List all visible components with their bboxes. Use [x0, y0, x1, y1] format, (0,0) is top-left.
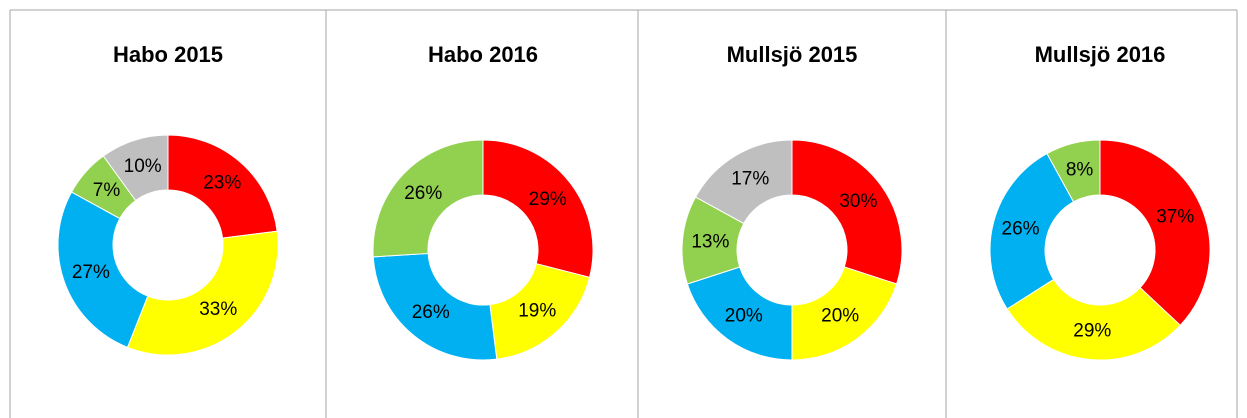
- data-label: 19%: [518, 301, 556, 322]
- data-label: 8%: [1066, 160, 1094, 181]
- data-label: 20%: [821, 305, 859, 326]
- data-label: 29%: [529, 189, 567, 210]
- data-label: 37%: [1156, 206, 1194, 227]
- donut-slice: [989, 152, 1075, 310]
- data-label: 7%: [93, 180, 121, 201]
- donut-slice: [167, 134, 278, 239]
- chart-title: Mullsjö 2015: [727, 42, 858, 67]
- donut-slice: [1006, 278, 1181, 361]
- donut-slice: [372, 139, 484, 258]
- data-label: 33%: [199, 299, 237, 320]
- data-label: 30%: [839, 191, 877, 212]
- chart-title: Habo 2016: [428, 42, 538, 67]
- donut-slice: [489, 263, 591, 360]
- data-label: 26%: [412, 302, 450, 323]
- data-label: 26%: [1002, 219, 1040, 240]
- donut-slice: [1046, 139, 1101, 203]
- donut-slice: [1099, 139, 1211, 327]
- donut-slice: [57, 191, 149, 348]
- chart-title: Mullsjö 2016: [1035, 42, 1166, 67]
- data-label: 10%: [124, 156, 162, 177]
- data-label: 26%: [404, 183, 442, 204]
- data-label: 17%: [731, 168, 769, 189]
- donut-slice: [482, 139, 594, 278]
- donut-slice: [126, 230, 279, 356]
- donut-slice: [694, 139, 793, 225]
- donut-slice: [791, 139, 903, 285]
- data-label: 29%: [1073, 321, 1111, 342]
- data-label: 27%: [72, 262, 110, 283]
- chart-title: Habo 2015: [113, 42, 223, 67]
- donut-slice: [102, 134, 169, 202]
- data-label: 13%: [691, 231, 729, 252]
- data-label: 20%: [725, 305, 763, 326]
- data-label: 23%: [203, 173, 241, 194]
- donut-slice: [372, 252, 498, 361]
